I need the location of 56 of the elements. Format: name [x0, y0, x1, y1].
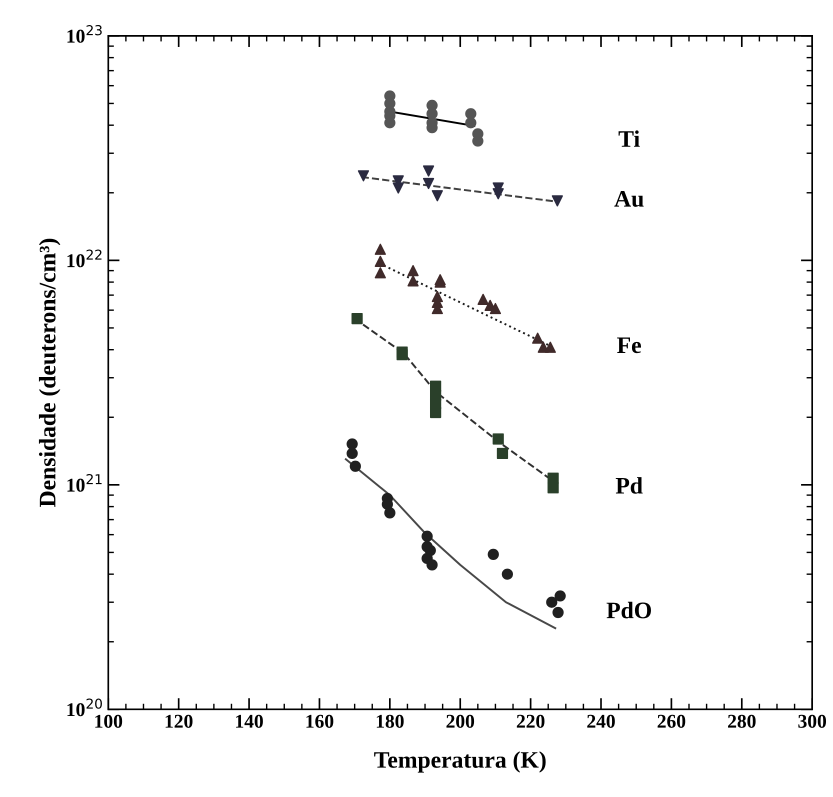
point — [544, 342, 556, 353]
y-tick-label: 10$^{23}$ — [67, 25, 102, 43]
x-tick-label: 100 — [95, 714, 122, 728]
point — [490, 302, 502, 314]
x-tick-label: 180 — [376, 714, 404, 728]
point — [374, 244, 386, 255]
point — [426, 559, 438, 570]
point — [496, 448, 508, 460]
point — [384, 507, 396, 518]
text: Pd — [616, 477, 643, 494]
x-tick-label: 140 — [236, 714, 263, 728]
point — [532, 332, 544, 344]
point — [488, 548, 499, 560]
x-tick-label: 220 — [516, 714, 544, 728]
point — [374, 267, 386, 278]
point — [346, 438, 358, 450]
point — [422, 165, 434, 177]
point — [546, 596, 558, 608]
point — [346, 448, 358, 460]
point — [350, 460, 361, 472]
point — [352, 313, 363, 324]
text: Au — [614, 190, 644, 207]
point — [492, 188, 504, 200]
x-tick-label: 260 — [658, 714, 686, 728]
text: Fe — [617, 337, 642, 354]
y-tick-label: 10$^{21}$ — [67, 474, 102, 492]
point — [552, 606, 564, 618]
point — [465, 117, 476, 128]
x-axis-title: Temperatura (K) — [374, 751, 546, 773]
point — [478, 294, 489, 306]
point — [358, 170, 370, 182]
x-tick-label: 300 — [798, 714, 826, 728]
point — [422, 178, 434, 190]
point — [407, 265, 419, 276]
point — [492, 433, 504, 445]
x-tick-label: 200 — [446, 714, 474, 728]
point — [502, 568, 513, 580]
point — [374, 256, 386, 267]
x-tick-label: 120 — [166, 714, 193, 728]
point — [407, 275, 419, 287]
point — [465, 108, 476, 120]
point — [432, 190, 443, 202]
y-tick-label: 10$^{22}$ — [67, 250, 102, 268]
point — [430, 406, 442, 418]
series-label: PdO — [606, 602, 651, 618]
x-tick-label: 240 — [587, 714, 615, 728]
x-tick-label: 160 — [306, 714, 334, 728]
point — [426, 108, 438, 120]
text: Ti — [618, 130, 640, 147]
point — [552, 195, 563, 207]
point — [548, 482, 559, 494]
y-axis-title: Densidade (deuterons/cm³) — [38, 238, 60, 508]
point — [554, 590, 566, 602]
x-tick-label: 280 — [728, 714, 756, 728]
point — [422, 530, 433, 542]
point — [396, 349, 408, 360]
